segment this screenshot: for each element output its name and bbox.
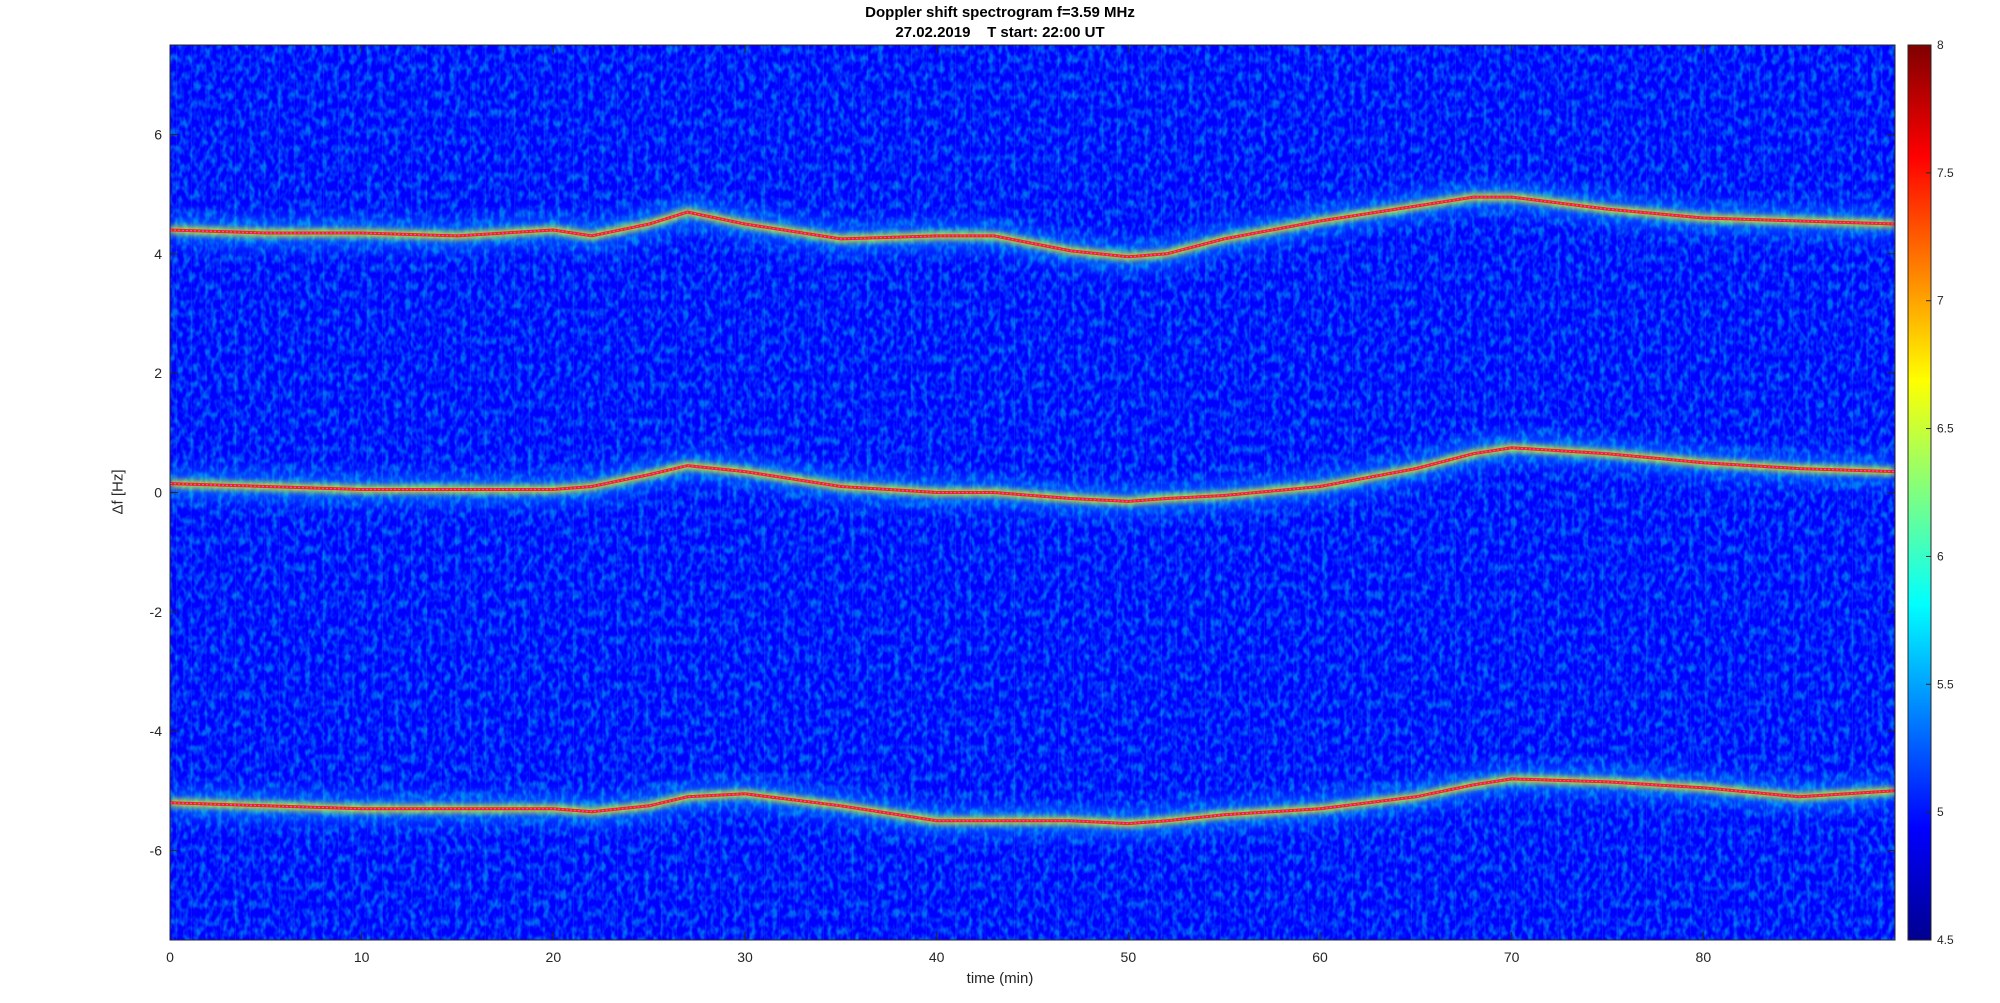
chart-subtitle: 27.02.2019 T start: 22:00 UT xyxy=(895,24,1105,41)
stripe xyxy=(1778,45,1780,940)
stripe xyxy=(1719,45,1721,940)
stripe xyxy=(646,45,648,940)
stripe xyxy=(719,45,722,940)
stripe xyxy=(675,45,677,940)
stripe xyxy=(1410,45,1412,940)
y-axis-label: Δf [Hz] xyxy=(109,469,127,515)
y-tick-label: -4 xyxy=(150,723,163,739)
colorbar-tick-label: 7 xyxy=(1937,294,1944,308)
stripe xyxy=(1881,45,1883,940)
stripe xyxy=(617,45,619,940)
stripe xyxy=(1734,45,1736,940)
stripe xyxy=(1807,45,1809,940)
y-tick-label: 2 xyxy=(154,365,162,381)
stripe xyxy=(1381,45,1383,940)
stripe xyxy=(1513,45,1515,940)
y-tick-label: 4 xyxy=(154,246,162,262)
stripe xyxy=(778,45,780,940)
stripe xyxy=(1528,45,1530,940)
stripe xyxy=(1675,45,1677,940)
x-axis-label: time (min) xyxy=(966,970,1034,987)
stripe xyxy=(1499,45,1501,940)
x-tick-label: 40 xyxy=(929,949,945,965)
stripe xyxy=(749,45,751,940)
stripe xyxy=(793,45,795,940)
stripe xyxy=(1587,45,1589,940)
stripe xyxy=(1660,45,1662,940)
stripe xyxy=(1484,45,1486,940)
x-tick-label: 30 xyxy=(737,949,753,965)
y-axis-ticks: -6 -4 -2 0 2 4 6 xyxy=(150,127,1895,859)
stripe xyxy=(1690,45,1692,940)
stripe xyxy=(1631,45,1633,940)
stripe xyxy=(1454,45,1457,940)
stripe xyxy=(1646,45,1648,940)
x-tick-label: 20 xyxy=(546,949,562,965)
colorbar-tick-label: 6 xyxy=(1937,549,1944,563)
colorbar xyxy=(1907,44,1932,941)
stripe xyxy=(1851,45,1853,940)
x-tick-label: 50 xyxy=(1121,949,1137,965)
stripe xyxy=(1763,45,1765,940)
x-tick-label: 10 xyxy=(354,949,370,965)
stripe xyxy=(1352,45,1354,940)
chart-title: Doppler shift spectrogram f=3.59 MHz xyxy=(865,4,1135,21)
stripe xyxy=(1366,45,1368,940)
stripe xyxy=(1704,45,1706,940)
stripe xyxy=(1396,45,1398,940)
stripe xyxy=(1425,45,1427,940)
stripe xyxy=(705,45,707,940)
x-tick-label: 0 xyxy=(166,949,174,965)
colorbar-ticks: 4.5 5 5.5 6 6.5 7 7.5 8 xyxy=(1926,38,1954,947)
stripe xyxy=(661,45,663,940)
stripe xyxy=(1748,45,1751,940)
stripe xyxy=(1469,45,1471,940)
y-tick-label: -2 xyxy=(150,604,163,620)
colorbar-tick-label: 4.5 xyxy=(1937,933,1954,947)
y-tick-label: 6 xyxy=(154,127,162,143)
x-tick-label: 60 xyxy=(1312,949,1328,965)
stripe xyxy=(764,45,766,940)
trace-line-1 xyxy=(170,446,1895,503)
trace-fit-0 xyxy=(170,196,1895,258)
colorbar-tick-label: 5.5 xyxy=(1937,677,1954,691)
stripe xyxy=(690,45,692,940)
y-tick-label: 0 xyxy=(154,485,162,501)
colorbar-tick-label: 7.5 xyxy=(1937,166,1954,180)
spectrogram-heatmap xyxy=(170,45,1895,940)
stripe xyxy=(734,45,736,940)
doppler-traces xyxy=(170,195,1895,826)
colorbar-tick-label: 5 xyxy=(1937,805,1944,819)
stripe xyxy=(1572,45,1574,940)
x-tick-label: 80 xyxy=(1696,949,1712,965)
x-axis-ticks: 0 10 20 30 40 50 60 70 80 xyxy=(166,45,1711,965)
stripe xyxy=(1822,45,1824,940)
trace-fit-2 xyxy=(170,778,1895,825)
stripe xyxy=(1616,45,1618,940)
stripe xyxy=(1543,45,1545,940)
stripe xyxy=(631,45,633,940)
stripe xyxy=(1866,45,1868,940)
x-tick-label: 70 xyxy=(1504,949,1520,965)
stripe xyxy=(1793,45,1795,940)
stripe xyxy=(1837,45,1839,940)
stripe xyxy=(1440,45,1442,940)
colorbar-tick-label: 6.5 xyxy=(1937,422,1954,436)
y-tick-label: -6 xyxy=(150,843,163,859)
stripe xyxy=(1601,45,1604,940)
colorbar-tick-label: 8 xyxy=(1937,38,1944,52)
stripe xyxy=(1557,45,1559,940)
